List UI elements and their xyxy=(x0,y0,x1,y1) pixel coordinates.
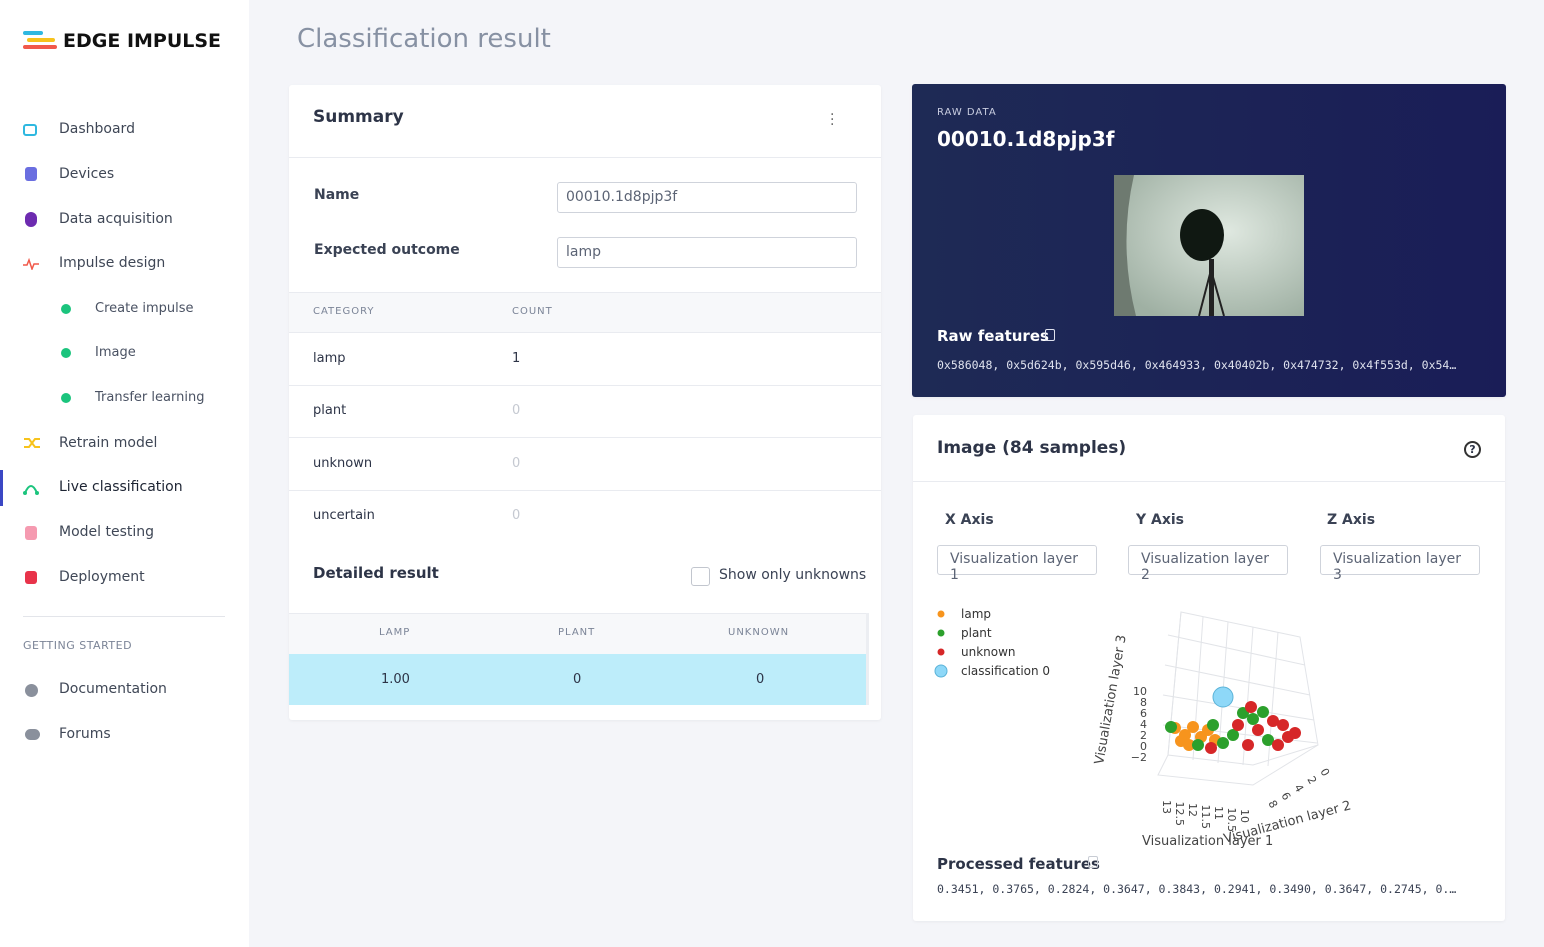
z-tick-label: 4 xyxy=(1140,718,1147,731)
axis-label: Y Axis xyxy=(1136,512,1185,528)
nav-subitem[interactable]: Create impulse xyxy=(95,301,194,316)
features-title: Raw features xyxy=(937,327,1049,345)
result-cell: 0 xyxy=(756,672,765,687)
x-tick-label: 11.5 xyxy=(1199,805,1212,830)
result-cell: 0 xyxy=(573,672,582,687)
nav-link[interactable]: Documentation xyxy=(59,681,167,697)
category: unknown xyxy=(313,456,373,471)
legend-label: classification 0 xyxy=(961,664,1050,678)
sidebar: EDGE IMPULSE Dashboard Devices Data acqu… xyxy=(0,0,249,947)
explorer-card: Image (84 samples) ? X Axis Y Axis Z Axi… xyxy=(913,415,1505,921)
count: 0 xyxy=(512,508,521,523)
y-tick-label: 8 xyxy=(1265,798,1280,811)
x-tick-label: 12 xyxy=(1186,803,1199,817)
x-tick-label: 11 xyxy=(1212,806,1225,820)
z-tick-label: 0 xyxy=(1140,740,1147,753)
x-tick-label: 10.5 xyxy=(1225,808,1238,833)
logo-icon xyxy=(23,31,57,49)
column-header: CATEGORY xyxy=(313,306,375,317)
legend-marker xyxy=(937,629,945,637)
raw-features: 0x586048, 0x5d624b, 0x595d46, 0x464933, … xyxy=(937,358,1457,372)
z-axis-title: Visualization layer 3 xyxy=(1092,634,1130,766)
card-title: Image (84 samples) xyxy=(937,438,1127,458)
category: plant xyxy=(313,403,347,418)
column-header: LAMP xyxy=(379,627,411,638)
y-tick-label: 2 xyxy=(1304,774,1319,787)
nav-item[interactable]: Model testing xyxy=(59,524,155,540)
card-title: Summary xyxy=(313,107,404,127)
y-tick-label: 6 xyxy=(1278,790,1293,803)
y-tick-label: 0 xyxy=(1317,766,1332,779)
column-header: PLANT xyxy=(558,627,596,638)
z-tick-label: 10 xyxy=(1133,685,1147,698)
category: uncertain xyxy=(313,508,375,523)
z-tick-label: 8 xyxy=(1140,696,1147,709)
processed-features: 0.3451, 0.3765, 0.2824, 0.3647, 0.3843, … xyxy=(937,882,1457,896)
legend-marker xyxy=(934,664,948,678)
nav-item[interactable]: Data acquisition xyxy=(59,211,173,227)
column-header: UNKNOWN xyxy=(728,627,790,638)
x-axis-title: Visualization layer 1 xyxy=(1142,834,1273,849)
nav-subitem[interactable]: Transfer learning xyxy=(95,390,205,405)
column-header: COUNT xyxy=(512,306,553,317)
legend-label: lamp xyxy=(961,607,991,621)
axis-label: Z Axis xyxy=(1327,512,1376,528)
x-tick-label: 12.5 xyxy=(1173,802,1186,827)
z-tick-label: −2 xyxy=(1131,751,1147,764)
features-title: Processed features xyxy=(937,855,1100,873)
result-cell: 1.00 xyxy=(381,672,410,687)
page-title: Classification result xyxy=(297,24,551,54)
legend-label: unknown xyxy=(961,645,1016,659)
logo: EDGE IMPULSE xyxy=(63,30,222,52)
section-title: Detailed result xyxy=(313,564,439,582)
checkbox-label[interactable]: Show only unknowns xyxy=(719,567,867,583)
sample-image xyxy=(1114,175,1304,316)
count: 0 xyxy=(512,456,521,471)
legend-marker xyxy=(937,648,945,656)
nav-item[interactable]: Devices xyxy=(59,166,115,182)
y-tick-label: 4 xyxy=(1291,782,1306,795)
legend-label: plant xyxy=(961,626,992,640)
sample-name: 00010.1d8pjp3f xyxy=(937,127,1115,151)
x-tick-label: 13 xyxy=(1160,800,1173,814)
nav-item[interactable]: Impulse design xyxy=(59,255,166,271)
count: 1 xyxy=(512,351,521,366)
nav-item-active[interactable]: Live classification xyxy=(59,479,183,495)
checkbox[interactable] xyxy=(691,567,710,586)
legend-marker xyxy=(937,610,945,618)
card-label: RAW DATA xyxy=(937,107,997,118)
field-label: Expected outcome xyxy=(314,242,460,258)
count: 0 xyxy=(512,403,521,418)
z-tick-label: 2 xyxy=(1140,729,1147,742)
name-input[interactable]: 00010.1d8pjp3f xyxy=(557,182,857,213)
z-tick-label: 6 xyxy=(1140,707,1147,720)
raw-data-card: RAW DATA 00010.1d8pjp3f Raw features 0x5… xyxy=(912,84,1506,397)
nav-item[interactable]: Retrain model xyxy=(59,435,158,451)
nav-item[interactable]: Deployment xyxy=(59,569,145,585)
outcome-input[interactable]: lamp xyxy=(557,237,857,268)
nav-link[interactable]: Forums xyxy=(59,726,111,742)
summary-card: Summary · · · Name 00010.1d8pjp3f Expected… xyxy=(289,85,881,720)
nav-subitem[interactable]: Image xyxy=(95,345,136,360)
x-tick-label: 10 xyxy=(1238,809,1251,823)
nav-item[interactable]: Dashboard xyxy=(59,121,135,137)
axis-select[interactable]: Visualization layer 2 xyxy=(1128,545,1288,583)
axis-select[interactable]: Visualization layer 1 xyxy=(937,545,1097,583)
category: lamp xyxy=(313,351,346,366)
section-heading: GETTING STARTED xyxy=(23,639,133,652)
axis-select[interactable]: Visualization layer 3 xyxy=(1320,545,1480,583)
field-label: Name xyxy=(314,187,360,203)
axis-label: X Axis xyxy=(945,512,994,528)
